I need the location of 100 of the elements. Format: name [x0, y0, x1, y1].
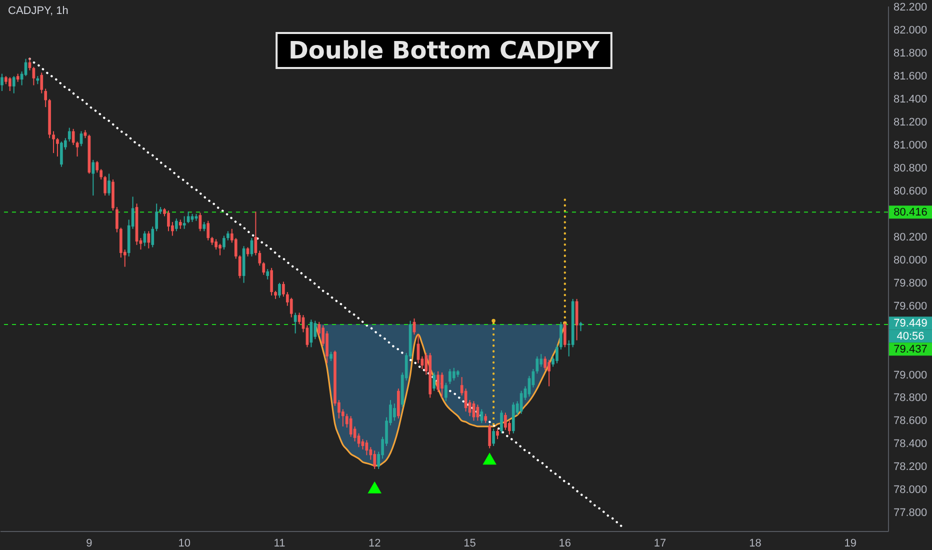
text: 40:56 — [896, 330, 924, 343]
candlestick — [0, 73, 4, 92]
y-tick-label: 81.000 — [894, 140, 928, 152]
candlestick — [258, 250, 262, 266]
candlestick — [536, 356, 539, 374]
candlestick — [167, 210, 170, 232]
candlestick — [349, 416, 352, 438]
candlestick — [44, 88, 48, 108]
candlestick — [436, 370, 440, 392]
candlestick — [278, 282, 281, 298]
candlestick — [432, 372, 436, 392]
y-tick-label: 78.600 — [894, 415, 928, 428]
y-tick-label: 81.200 — [894, 116, 928, 129]
y-tick-label: 80.800 — [894, 162, 928, 174]
candlestick — [452, 367, 456, 382]
candlestick — [218, 243, 222, 256]
candlestick — [282, 281, 285, 298]
candlestick — [226, 230, 230, 241]
candlestick — [76, 141, 79, 157]
y-tick-label: 78.400 — [894, 438, 928, 450]
y-tick-label: 77.800 — [894, 507, 928, 520]
candlestick — [238, 254, 242, 279]
x-tick-label: 17 — [654, 538, 666, 550]
candlestick — [104, 176, 106, 196]
candlestick — [174, 218, 178, 232]
candlestick — [290, 297, 293, 318]
candlestick — [326, 330, 328, 364]
point — [482, 452, 496, 465]
candlestick — [393, 402, 396, 422]
candlestick — [416, 334, 420, 364]
candlestick — [202, 221, 206, 232]
candlestick — [266, 268, 270, 280]
candlestick — [72, 128, 75, 146]
candlestick — [480, 408, 484, 424]
candlestick — [440, 372, 444, 398]
annotation: 79.449 — [894, 318, 928, 330]
y-tick-label: 81.400 — [894, 94, 928, 106]
candlestick — [100, 168, 103, 180]
candlestick — [155, 203, 158, 232]
candlestick — [500, 410, 503, 434]
y-tick-label: 82.000 — [894, 24, 928, 37]
x-tick-label: 19 — [844, 538, 856, 550]
candlestick — [548, 359, 550, 387]
y-tick-label: 79.600 — [894, 300, 928, 312]
candlestick — [222, 235, 226, 250]
ref-line-label: 79.437 — [894, 344, 928, 356]
candlestick — [488, 424, 492, 449]
candlestick — [60, 141, 63, 168]
candlestick — [108, 173, 110, 196]
candlestick — [579, 321, 582, 332]
candlestick — [56, 138, 59, 157]
candlestick — [448, 368, 452, 384]
candlestick — [496, 428, 499, 440]
candlestick — [314, 320, 317, 340]
candlestick — [147, 230, 150, 249]
y-tick-label: 78.800 — [894, 392, 928, 404]
candlestick — [182, 216, 186, 230]
candlestick — [556, 344, 558, 364]
candlestick — [8, 76, 12, 92]
candlestick — [234, 238, 238, 260]
x-tick-label: 12 — [368, 538, 381, 550]
y-tick-label: 79.800 — [894, 277, 928, 290]
candlestick — [151, 226, 154, 248]
chart-subtitle: CADJPY, 1h — [8, 5, 68, 17]
candlestick — [96, 160, 99, 174]
candlestick — [528, 375, 531, 398]
y-tick-label: 81.800 — [894, 48, 928, 60]
candlestick — [116, 206, 118, 233]
x-tick-label: 9 — [86, 538, 92, 550]
x-tick-label: 16 — [558, 538, 572, 550]
y-tick-label: 80.600 — [894, 185, 928, 198]
candlestick — [40, 72, 44, 94]
candlestick — [178, 219, 182, 230]
candlestick — [206, 220, 210, 241]
candlestick — [270, 267, 273, 296]
y-tick-label: 80.200 — [894, 231, 928, 244]
point — [492, 318, 496, 323]
candlestick — [373, 450, 376, 470]
x-tick-label: 10 — [178, 538, 190, 550]
x-tick-label: 15 — [464, 538, 476, 550]
candlestick — [68, 127, 71, 142]
candlestick — [52, 130, 55, 154]
y-tick-label: 78.200 — [894, 461, 928, 474]
x-tick-label: 11 — [274, 538, 286, 550]
y-tick-label: 78.000 — [894, 484, 928, 496]
y-tick-label: 79.000 — [894, 369, 928, 382]
candlestick — [544, 356, 547, 371]
candlestick — [294, 312, 297, 334]
point — [368, 481, 382, 494]
candlestick — [262, 262, 266, 276]
candlestick — [12, 76, 16, 94]
candlestick — [492, 428, 495, 446]
ref-line-label: 80.416 — [894, 206, 928, 219]
candlestick — [563, 322, 566, 348]
candlestick — [484, 413, 488, 424]
candlestick — [444, 382, 448, 402]
text: Double Bottom CADJPY — [288, 36, 600, 64]
y-tick-label: 81.600 — [894, 70, 928, 83]
y-tick-label: 80.000 — [894, 254, 928, 266]
candlestick — [214, 238, 218, 250]
